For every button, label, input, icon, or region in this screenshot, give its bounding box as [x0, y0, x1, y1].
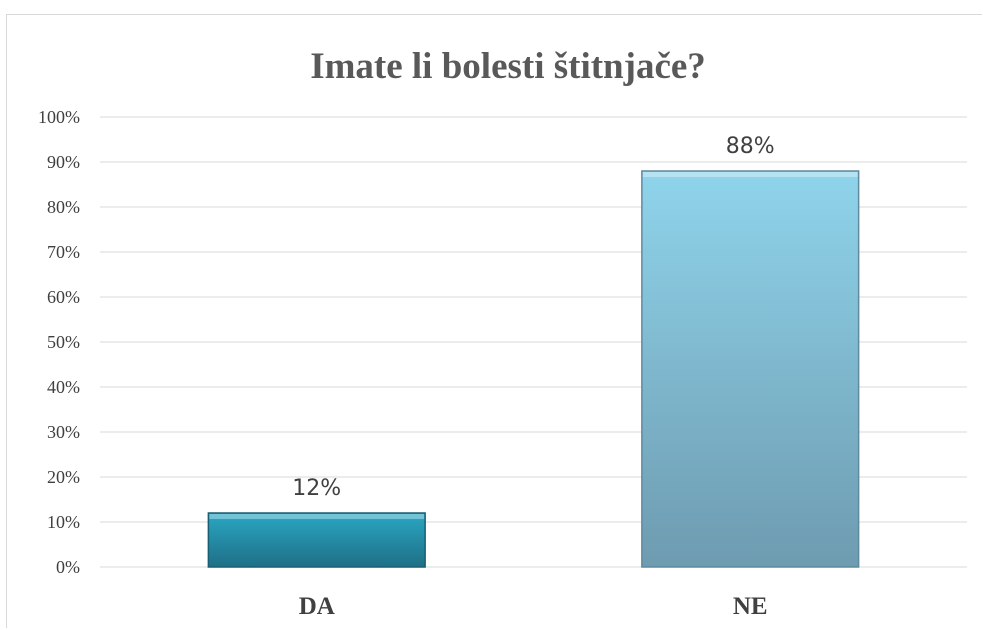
- y-tick-label: 70%: [47, 242, 80, 262]
- category-label-ne: NE: [733, 593, 768, 620]
- category-label-da: DA: [299, 593, 335, 620]
- bar-bevel: [642, 172, 858, 177]
- y-tick-label: 20%: [47, 467, 80, 487]
- bar-da: [207, 512, 426, 568]
- y-tick-label: 10%: [47, 512, 80, 532]
- y-tick-label: 60%: [47, 287, 80, 307]
- data-label-da: 12%: [292, 476, 341, 501]
- y-tick-label: 100%: [38, 107, 80, 127]
- x-axis-category-labels: DA NE: [299, 593, 768, 620]
- chart-frame: [6, 14, 982, 628]
- bar-bevel: [209, 514, 425, 519]
- y-tick-label: 50%: [47, 332, 80, 352]
- y-tick-label: 90%: [47, 152, 80, 172]
- bars: [207, 170, 860, 568]
- chart-title: Imate li bolesti štitnjače?: [310, 46, 706, 87]
- data-labels: 12% 88%: [292, 134, 774, 501]
- y-axis-tick-labels: 0% 10% 20% 30% 40% 50% 60% 70% 80% 90% 100%: [38, 107, 80, 577]
- y-tick-label: 0%: [56, 557, 80, 577]
- y-tick-label: 40%: [47, 377, 80, 397]
- y-tick-label: 80%: [47, 197, 80, 217]
- data-label-ne: 88%: [726, 134, 775, 159]
- y-tick-label: 30%: [47, 422, 80, 442]
- bar-ne: [641, 170, 860, 568]
